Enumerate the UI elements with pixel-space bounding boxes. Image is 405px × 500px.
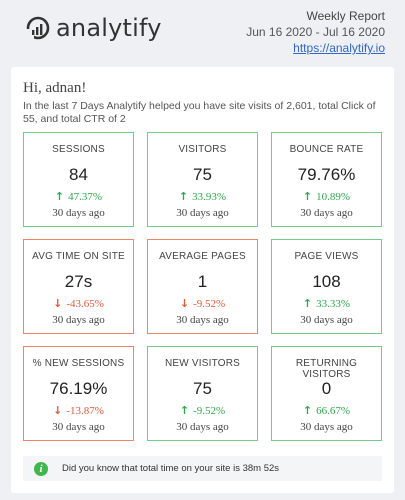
metric-period: 30 days ago	[300, 207, 353, 219]
metric-change-value: -43.65%	[66, 298, 104, 310]
arrow-down-icon: ↓	[53, 297, 63, 310]
tip-text: Did you know that total time on your sit…	[62, 463, 280, 474]
metric-change: ↑ 66.67%	[272, 404, 381, 417]
arrow-down-icon: ↓	[53, 404, 63, 417]
metric-label: PAGE VIEWS	[294, 251, 359, 262]
analytify-logo-icon	[26, 16, 50, 40]
metric-period: 30 days ago	[300, 421, 353, 433]
metric-period: 30 days ago	[300, 314, 353, 326]
metric-change: ↑ -9.52%	[148, 404, 257, 417]
arrow-up-icon: ↑	[302, 190, 313, 203]
report-meta: Weekly Report Jun 16 2020 - Jul 16 2020 …	[246, 9, 385, 56]
metric-period: 30 days ago	[176, 421, 229, 433]
metric-change: ↓ -9.52%	[148, 297, 257, 310]
report-title: Weekly Report	[306, 9, 385, 23]
metric-value: 79.76%	[297, 165, 356, 184]
metric-tile: RETURNING VISITORS 0 ↑ 66.67% 30 days ago	[271, 346, 382, 441]
metric-change: ↑ 47.37%	[24, 190, 133, 203]
metric-value: 108	[312, 272, 341, 291]
metric-label: VISITORS	[178, 144, 227, 155]
metric-value: 75	[193, 165, 212, 184]
metric-change-value: 47.37%	[68, 191, 103, 203]
metric-period: 30 days ago	[52, 207, 105, 219]
metric-change-value: -13.87%	[66, 405, 104, 417]
metric-label: RETURNING VISITORS	[295, 358, 358, 380]
metric-period: 30 days ago	[176, 314, 229, 326]
metric-tile: SESSIONS 84 ↑ 47.37% 30 days ago	[23, 132, 134, 227]
greeting: Hi, adnan!	[23, 80, 87, 96]
summary-text: In the last 7 Days Analytify helped you …	[23, 100, 376, 125]
report-date-range: Jun 16 2020 - Jul 16 2020	[246, 25, 385, 39]
metric-label: AVG TIME ON SITE	[32, 251, 125, 262]
metric-change: ↓ -43.65%	[24, 297, 133, 310]
metric-change-value: 33.93%	[192, 191, 227, 203]
metric-change: ↓ -13.87%	[24, 404, 133, 417]
metric-tile: % NEW SESSIONS 76.19% ↓ -13.87% 30 days ago	[23, 346, 134, 441]
metric-change: ↑ 10.89%	[272, 190, 381, 203]
tip-banner: i Did you know that total time on your s…	[23, 456, 382, 481]
metric-period: 30 days ago	[176, 207, 229, 219]
arrow-up-icon: ↑	[302, 297, 313, 310]
metric-label: SESSIONS	[52, 144, 105, 155]
metric-value: 76.19%	[49, 379, 108, 398]
metric-change-value: -9.52%	[193, 405, 226, 417]
metric-change-value: 10.89%	[316, 191, 351, 203]
info-icon: i	[34, 461, 48, 476]
report-header: analytify Weekly Report Jun 16 2020 - Ju…	[0, 0, 405, 62]
metric-period: 30 days ago	[52, 421, 105, 433]
metric-change: ↑ 33.93%	[148, 190, 257, 203]
metric-value: 75	[193, 379, 212, 398]
report-card: Hi, adnan! In the last 7 Days Analytify …	[11, 67, 394, 493]
metric-tile: BOUNCE RATE 79.76% ↑ 10.89% 30 days ago	[271, 132, 382, 227]
metric-change: ↑ 33.33%	[272, 297, 381, 310]
metric-tile: NEW VISITORS 75 ↑ -9.52% 30 days ago	[147, 346, 258, 441]
metric-value: 0	[321, 379, 332, 398]
metric-value: 27s	[64, 272, 93, 291]
metric-label: % NEW SESSIONS	[32, 358, 125, 369]
metric-change-value: 66.67%	[316, 405, 351, 417]
metric-tile: VISITORS 75 ↑ 33.93% 30 days ago	[147, 132, 258, 227]
metric-change-value: 33.33%	[316, 298, 351, 310]
metric-change-value: -9.52%	[193, 298, 226, 310]
brand-logo[interactable]: analytify	[26, 14, 162, 42]
metric-period: 30 days ago	[52, 314, 105, 326]
report-site-link[interactable]: https://analytify.io	[293, 41, 385, 55]
metric-label: AVERAGE PAGES	[159, 251, 246, 262]
metric-tile: AVERAGE PAGES 1 ↓ -9.52% 30 days ago	[147, 239, 258, 334]
arrow-up-icon: ↑	[54, 190, 65, 203]
arrow-up-icon: ↑	[302, 404, 313, 417]
arrow-up-icon: ↑	[178, 190, 189, 203]
brand-name: analytify	[56, 14, 162, 42]
metric-label: NEW VISITORS	[164, 358, 240, 369]
arrow-up-icon: ↑	[179, 404, 190, 417]
metric-tile: PAGE VIEWS 108 ↑ 33.33% 30 days ago	[271, 239, 382, 334]
arrow-down-icon: ↓	[179, 297, 190, 310]
metric-label: BOUNCE RATE	[289, 144, 364, 155]
metric-tile: AVG TIME ON SITE 27s ↓ -43.65% 30 days ago	[23, 239, 134, 334]
metric-value: 1	[197, 272, 208, 291]
metric-value: 84	[69, 165, 88, 184]
